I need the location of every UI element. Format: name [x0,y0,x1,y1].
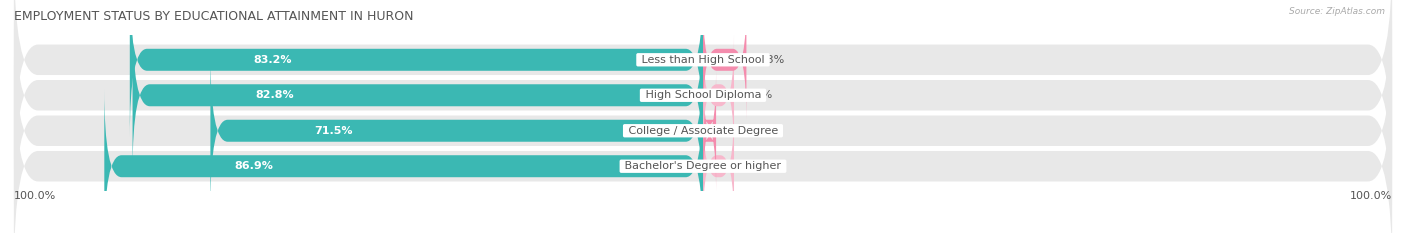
Text: 83.2%: 83.2% [254,55,292,65]
Text: 71.5%: 71.5% [315,126,353,136]
Text: 0.0%: 0.0% [744,90,772,100]
Text: EMPLOYMENT STATUS BY EDUCATIONAL ATTAINMENT IN HURON: EMPLOYMENT STATUS BY EDUCATIONAL ATTAINM… [14,10,413,23]
Text: 100.0%: 100.0% [1350,191,1392,201]
FancyBboxPatch shape [14,57,1392,233]
Text: 100.0%: 100.0% [14,191,56,201]
FancyBboxPatch shape [104,89,703,233]
Text: High School Diploma: High School Diploma [641,90,765,100]
FancyBboxPatch shape [132,17,703,173]
FancyBboxPatch shape [703,35,734,155]
Text: 1.9%: 1.9% [727,126,755,136]
FancyBboxPatch shape [703,0,747,120]
FancyBboxPatch shape [14,22,1392,233]
Text: 82.8%: 82.8% [256,90,294,100]
FancyBboxPatch shape [14,0,1392,204]
FancyBboxPatch shape [129,0,703,137]
FancyBboxPatch shape [211,53,703,209]
FancyBboxPatch shape [14,0,1392,169]
Text: 0.0%: 0.0% [744,161,772,171]
FancyBboxPatch shape [703,106,734,226]
Text: 86.9%: 86.9% [235,161,273,171]
Text: Less than High School: Less than High School [638,55,768,65]
Text: College / Associate Degree: College / Associate Degree [624,126,782,136]
Text: 6.3%: 6.3% [756,55,785,65]
FancyBboxPatch shape [703,71,717,191]
Text: Bachelor's Degree or higher: Bachelor's Degree or higher [621,161,785,171]
Text: Source: ZipAtlas.com: Source: ZipAtlas.com [1289,7,1385,16]
